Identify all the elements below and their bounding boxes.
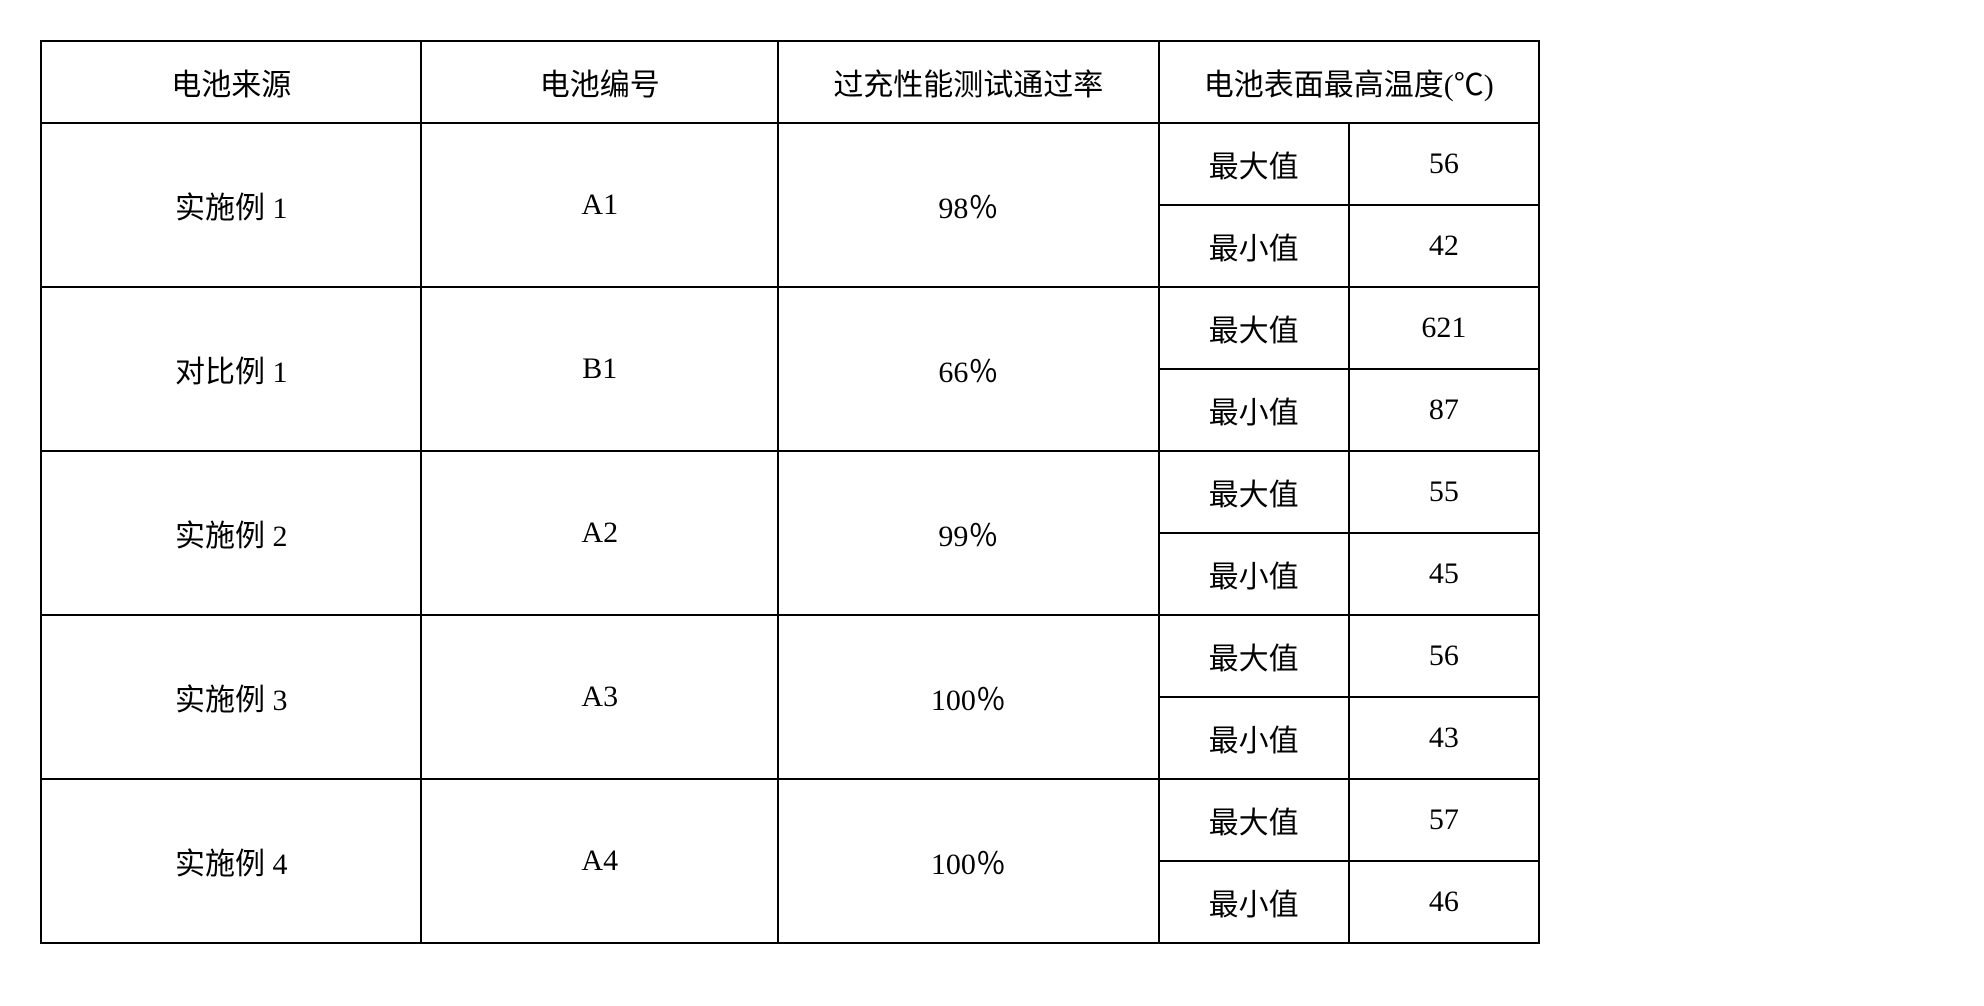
- cell-max-value: 56: [1349, 615, 1539, 697]
- table-row: 实施例 1 A1 98％ 最大值 56: [41, 123, 1539, 205]
- battery-test-table: 电池来源 电池编号 过充性能测试通过率 电池表面最高温度(℃) 实施例 1 A1…: [40, 40, 1540, 944]
- cell-pass-rate: 99％: [778, 451, 1158, 615]
- cell-min-label: 最小值: [1159, 533, 1349, 615]
- cell-pass-rate: 98％: [778, 123, 1158, 287]
- cell-source: 实施例 2: [41, 451, 421, 615]
- cell-pass-rate: 66％: [778, 287, 1158, 451]
- cell-max-label: 最大值: [1159, 287, 1349, 369]
- cell-min-label: 最小值: [1159, 861, 1349, 943]
- cell-min-value: 43: [1349, 697, 1539, 779]
- cell-id: A3: [421, 615, 778, 779]
- cell-min-value: 87: [1349, 369, 1539, 451]
- cell-id: A2: [421, 451, 778, 615]
- cell-max-label: 最大值: [1159, 779, 1349, 861]
- cell-id: A4: [421, 779, 778, 943]
- cell-min-value: 45: [1349, 533, 1539, 615]
- cell-max-value: 621: [1349, 287, 1539, 369]
- cell-pass-rate: 100％: [778, 779, 1158, 943]
- cell-min-label: 最小值: [1159, 205, 1349, 287]
- cell-max-value: 57: [1349, 779, 1539, 861]
- cell-min-label: 最小值: [1159, 369, 1349, 451]
- table-row: 实施例 3 A3 100％ 最大值 56: [41, 615, 1539, 697]
- cell-max-label: 最大值: [1159, 123, 1349, 205]
- cell-min-value: 42: [1349, 205, 1539, 287]
- col-header-pass-rate: 过充性能测试通过率: [778, 41, 1158, 123]
- col-header-temp: 电池表面最高温度(℃): [1159, 41, 1539, 123]
- cell-source: 对比例 1: [41, 287, 421, 451]
- cell-min-label: 最小值: [1159, 697, 1349, 779]
- table-row: 实施例 4 A4 100％ 最大值 57: [41, 779, 1539, 861]
- table-row: 对比例 1 B1 66％ 最大值 621: [41, 287, 1539, 369]
- cell-max-label: 最大值: [1159, 451, 1349, 533]
- cell-max-value: 55: [1349, 451, 1539, 533]
- cell-max-value: 56: [1349, 123, 1539, 205]
- cell-pass-rate: 100％: [778, 615, 1158, 779]
- cell-source: 实施例 3: [41, 615, 421, 779]
- col-header-id: 电池编号: [421, 41, 778, 123]
- col-header-source: 电池来源: [41, 41, 421, 123]
- cell-source: 实施例 1: [41, 123, 421, 287]
- cell-id: B1: [421, 287, 778, 451]
- cell-source: 实施例 4: [41, 779, 421, 943]
- cell-max-label: 最大值: [1159, 615, 1349, 697]
- cell-min-value: 46: [1349, 861, 1539, 943]
- table-row: 实施例 2 A2 99％ 最大值 55: [41, 451, 1539, 533]
- table-header-row: 电池来源 电池编号 过充性能测试通过率 电池表面最高温度(℃): [41, 41, 1539, 123]
- cell-id: A1: [421, 123, 778, 287]
